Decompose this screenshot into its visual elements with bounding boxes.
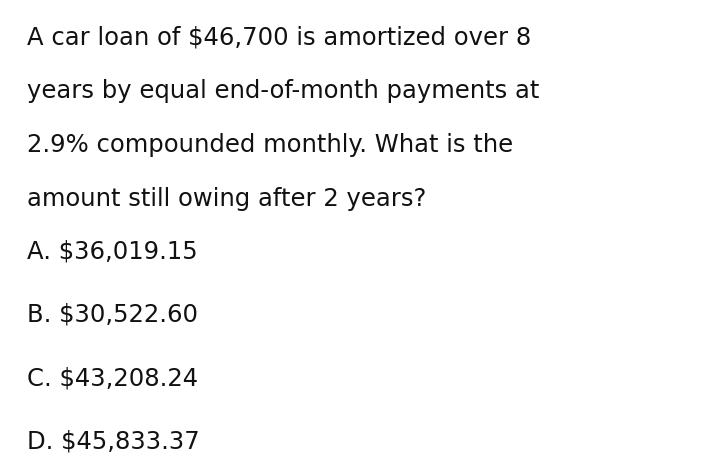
- Text: B. $30,522.60: B. $30,522.60: [27, 303, 199, 327]
- Text: amount still owing after 2 years?: amount still owing after 2 years?: [27, 187, 427, 211]
- Text: years by equal end-of-month payments at: years by equal end-of-month payments at: [27, 79, 540, 103]
- Text: A car loan of $46,700 is amortized over 8: A car loan of $46,700 is amortized over …: [27, 25, 531, 49]
- Text: C. $43,208.24: C. $43,208.24: [27, 366, 199, 390]
- Text: A. $36,019.15: A. $36,019.15: [27, 240, 198, 264]
- Text: D. $45,833.37: D. $45,833.37: [27, 429, 200, 453]
- Text: 2.9% compounded monthly. What is the: 2.9% compounded monthly. What is the: [27, 133, 513, 157]
